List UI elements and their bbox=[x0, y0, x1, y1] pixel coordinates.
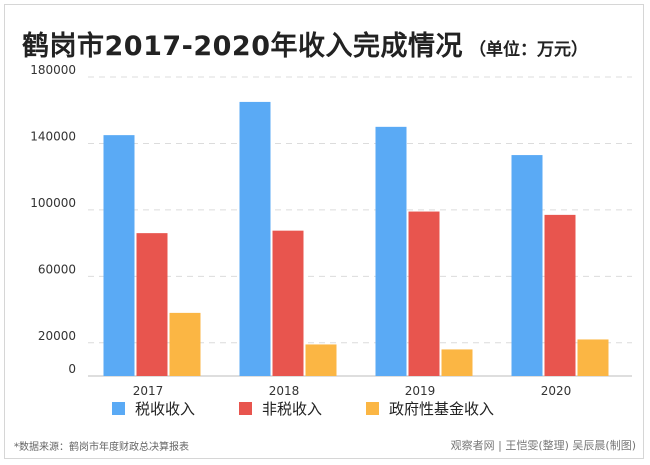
legend-swatch bbox=[112, 402, 125, 415]
y-tick-label: 20000 bbox=[38, 329, 76, 343]
y-tick-label: 100000 bbox=[30, 196, 76, 210]
y-tick-label: 180000 bbox=[30, 63, 76, 77]
legend-label: 税收收入 bbox=[135, 400, 196, 418]
x-axis-ticks: 2017 2018 2019 2020 bbox=[133, 384, 572, 398]
legend-swatch bbox=[239, 402, 253, 415]
y-tick-label: 140000 bbox=[30, 129, 76, 143]
bar-2018-series-0 bbox=[239, 101, 271, 377]
bar-2019-series-2 bbox=[441, 349, 473, 376]
x-tick-label: 2020 bbox=[541, 384, 572, 398]
bar-2018-series-1 bbox=[272, 230, 304, 376]
legend: 税收收入 非税收入 政府性基金收入 bbox=[112, 398, 494, 419]
bar-2020-series-1 bbox=[544, 214, 576, 376]
legend-item-2: 政府性基金收入 bbox=[366, 398, 494, 419]
y-axis-ticks: 0 20000 60000 100000 140000 180000 bbox=[30, 63, 76, 376]
x-tick-label: 2017 bbox=[133, 384, 164, 398]
chart-title: 鹤岗市2017-2020年收入完成情况 bbox=[22, 31, 463, 62]
bar-2020-series-0 bbox=[511, 155, 543, 376]
y-tick-label: 60000 bbox=[38, 262, 76, 276]
title-row: 鹤岗市2017-2020年收入完成情况 （单位：万元） bbox=[22, 24, 588, 63]
bar-2017-series-1 bbox=[136, 233, 168, 376]
legend-label: 非税收入 bbox=[262, 400, 323, 418]
bar-2019-series-0 bbox=[375, 126, 407, 376]
y-tick-label: 0 bbox=[68, 362, 76, 376]
bar-2019-series-1 bbox=[408, 211, 440, 376]
x-tick-label: 2019 bbox=[405, 384, 436, 398]
x-tick-label: 2018 bbox=[269, 384, 300, 398]
bar-2017-series-2 bbox=[169, 312, 201, 376]
bar-2017-series-0 bbox=[103, 135, 135, 376]
legend-item-1: 非税收入 bbox=[239, 398, 322, 419]
chart-subtitle: （单位：万元） bbox=[469, 40, 588, 60]
credits: 观察者网 | 王恺雯(整理) 吴辰晨(制图) bbox=[450, 439, 636, 452]
bar-2020-series-2 bbox=[577, 339, 609, 376]
legend-item-0: 税收收入 bbox=[112, 398, 195, 419]
bar-2018-series-2 bbox=[305, 344, 337, 376]
legend-swatch bbox=[366, 402, 380, 415]
data-source: *数据来源：鹤岗市年度财政总决算报表 bbox=[14, 442, 189, 453]
bars bbox=[103, 101, 609, 377]
legend-label: 政府性基金收入 bbox=[389, 400, 495, 418]
